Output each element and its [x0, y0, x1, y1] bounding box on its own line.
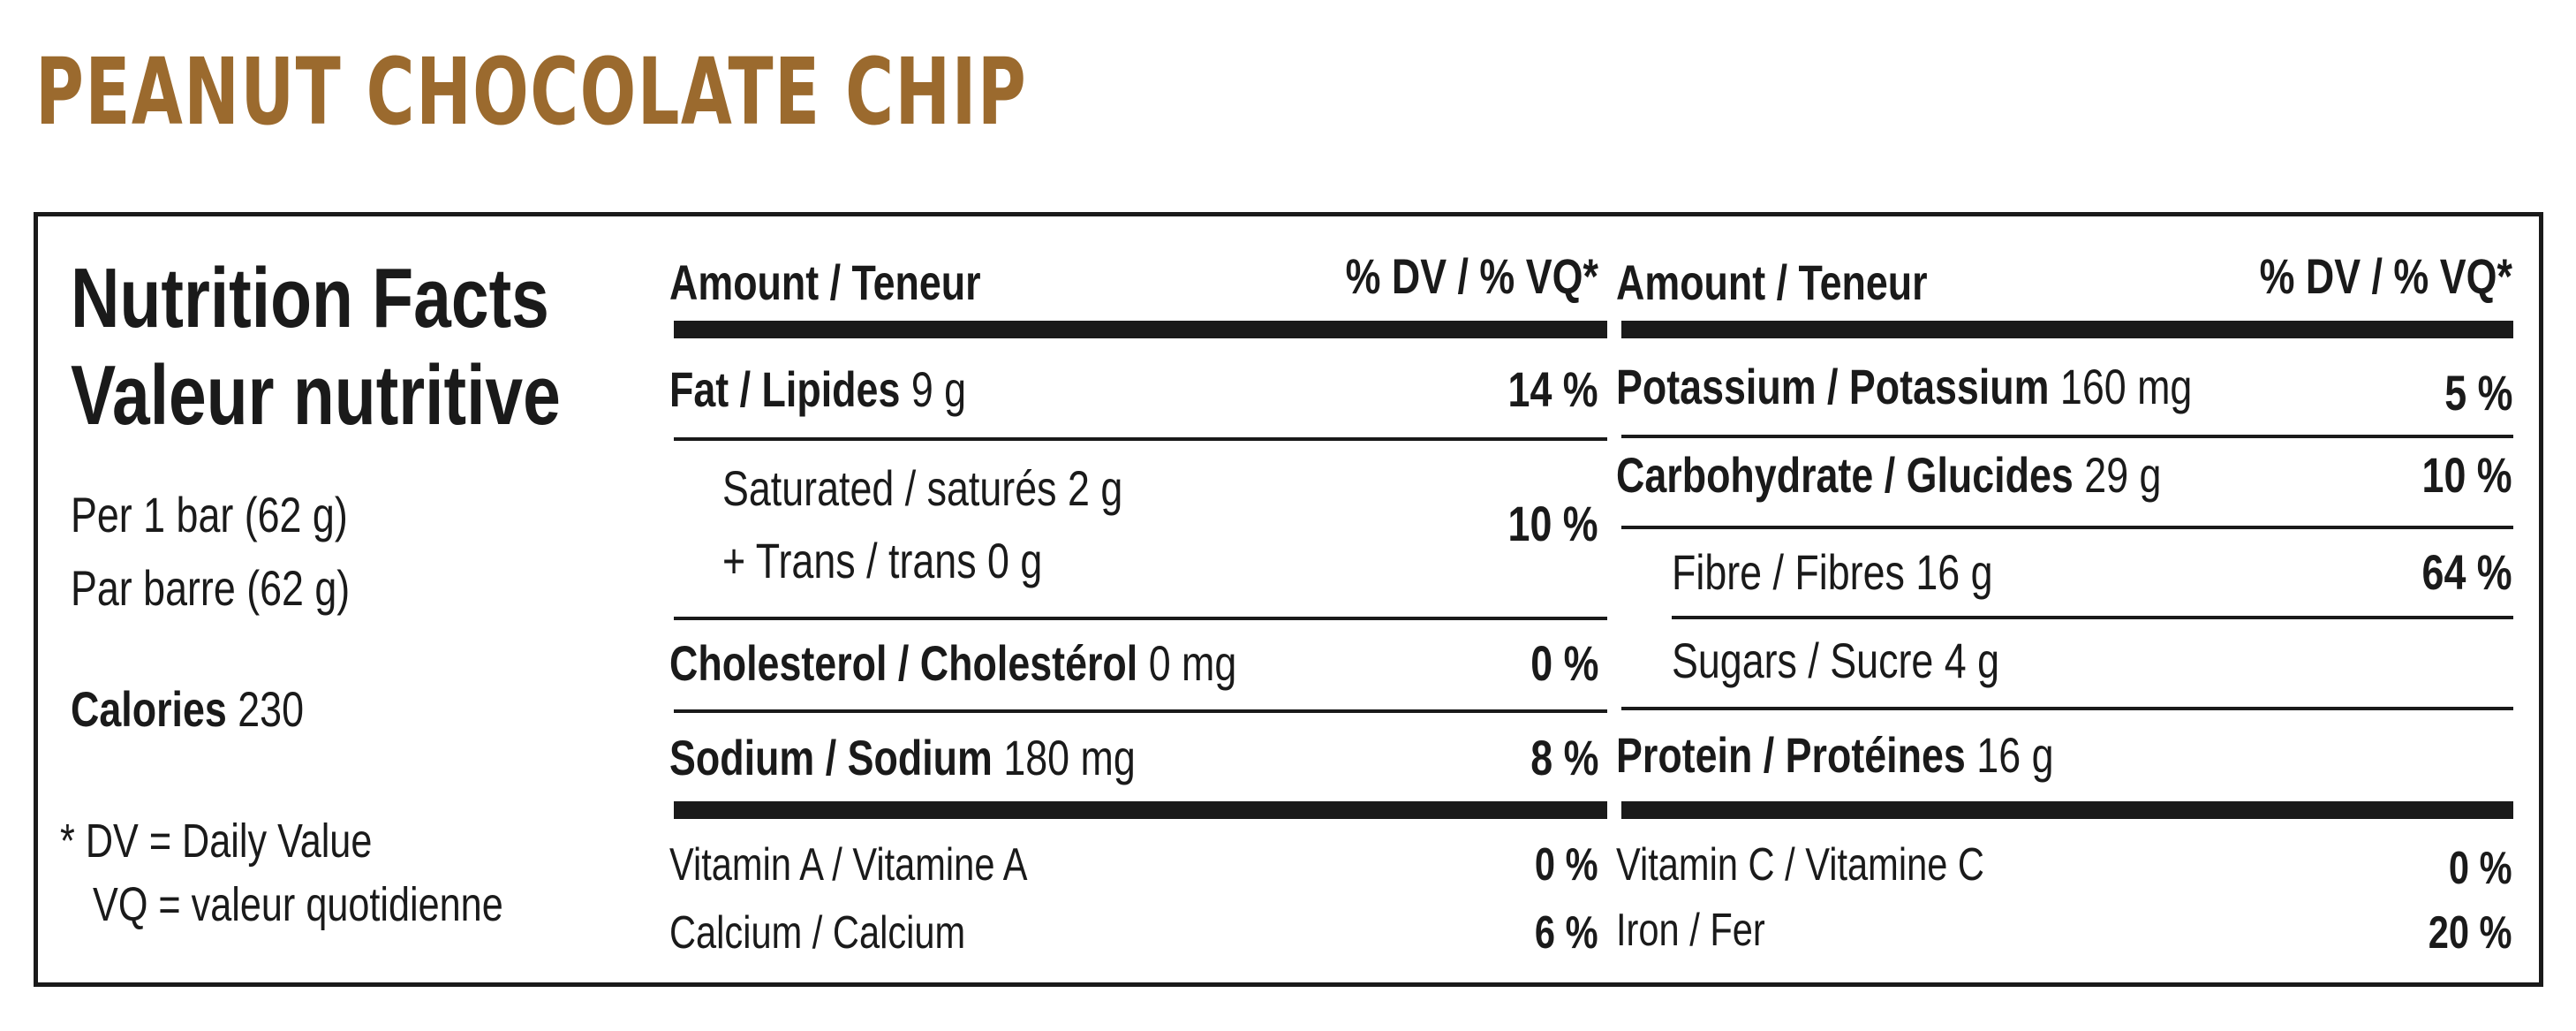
fat-dv: 14 %: [1507, 361, 1598, 417]
saturated-trans-dv: 10 %: [1507, 496, 1598, 551]
row-cholesterol: Cholesterol / Cholestérol 0 mg: [669, 635, 1237, 691]
row-vitamin-a: Vitamin A / Vitamine A: [669, 839, 1028, 891]
col1-thick-rule-bottom: [674, 801, 1607, 819]
calories: Calories 230: [71, 681, 304, 737]
col2-thick-rule-bottom: [1621, 801, 2513, 819]
divider: [1621, 707, 2513, 710]
col2-header-amount: Amount / Teneur: [1616, 254, 1928, 310]
vitamin-a-dv: 0 %: [1535, 839, 1598, 891]
title-fr: Valeur nutritive: [71, 348, 561, 443]
divider: [674, 617, 1607, 620]
iron-dv: 20 %: [2429, 907, 2512, 959]
row-fibre: Fibre / Fibres 16 g: [1672, 544, 1993, 600]
col2-header-dv: % DV / % VQ*: [2259, 248, 2512, 304]
row-calcium: Calcium / Calcium: [669, 907, 966, 959]
potassium-dv: 5 %: [2444, 365, 2512, 421]
sodium-dv: 8 %: [1530, 730, 1598, 785]
footnote-dv: * DV = Daily Value: [60, 815, 373, 868]
row-carbohydrate: Carbohydrate / Glucides 29 g: [1616, 447, 2162, 503]
carbohydrate-dv: 10 %: [2421, 447, 2512, 503]
col2-thick-rule-top: [1621, 321, 2513, 338]
row-fat: Fat / Lipides 9 g: [669, 361, 967, 417]
product-title: PEANUT CHOCOLATE CHIP: [35, 38, 1028, 146]
divider: [1621, 526, 2513, 529]
row-potassium: Potassium / Potassium 160 mg: [1616, 359, 2193, 414]
divider: [674, 709, 1607, 713]
serving-size-en: Per 1 bar (62 g): [71, 487, 348, 542]
divider: [1672, 616, 2513, 619]
cholesterol-dv: 0 %: [1530, 635, 1598, 691]
row-protein: Protein / Protéines 16 g: [1616, 727, 2054, 783]
col1-header-dv: % DV / % VQ*: [1345, 248, 1598, 304]
serving-size-fr: Par barre (62 g): [71, 560, 351, 616]
fibre-dv: 64 %: [2421, 544, 2512, 600]
row-sugars: Sugars / Sucre 4 g: [1672, 633, 2000, 688]
col1-thick-rule-top: [674, 321, 1607, 338]
row-trans: + Trans / trans 0 g: [722, 533, 1043, 588]
calcium-dv: 6 %: [1535, 907, 1598, 959]
divider: [1621, 435, 2513, 438]
row-iron: Iron / Fer: [1616, 905, 1765, 956]
footnote-vq: VQ = valeur quotidienne: [93, 878, 503, 931]
vitamin-c-dv: 0 %: [2449, 843, 2512, 894]
nutrition-facts-panel: Nutrition Facts Valeur nutritive Per 1 b…: [34, 212, 2543, 987]
title-en: Nutrition Facts: [71, 251, 549, 345]
col1-header-amount: Amount / Teneur: [669, 254, 981, 310]
row-vitamin-c: Vitamin C / Vitamine C: [1616, 839, 1984, 891]
row-saturated: Saturated / saturés 2 g: [722, 460, 1123, 516]
row-sodium: Sodium / Sodium 180 mg: [669, 730, 1136, 785]
divider: [674, 437, 1607, 441]
